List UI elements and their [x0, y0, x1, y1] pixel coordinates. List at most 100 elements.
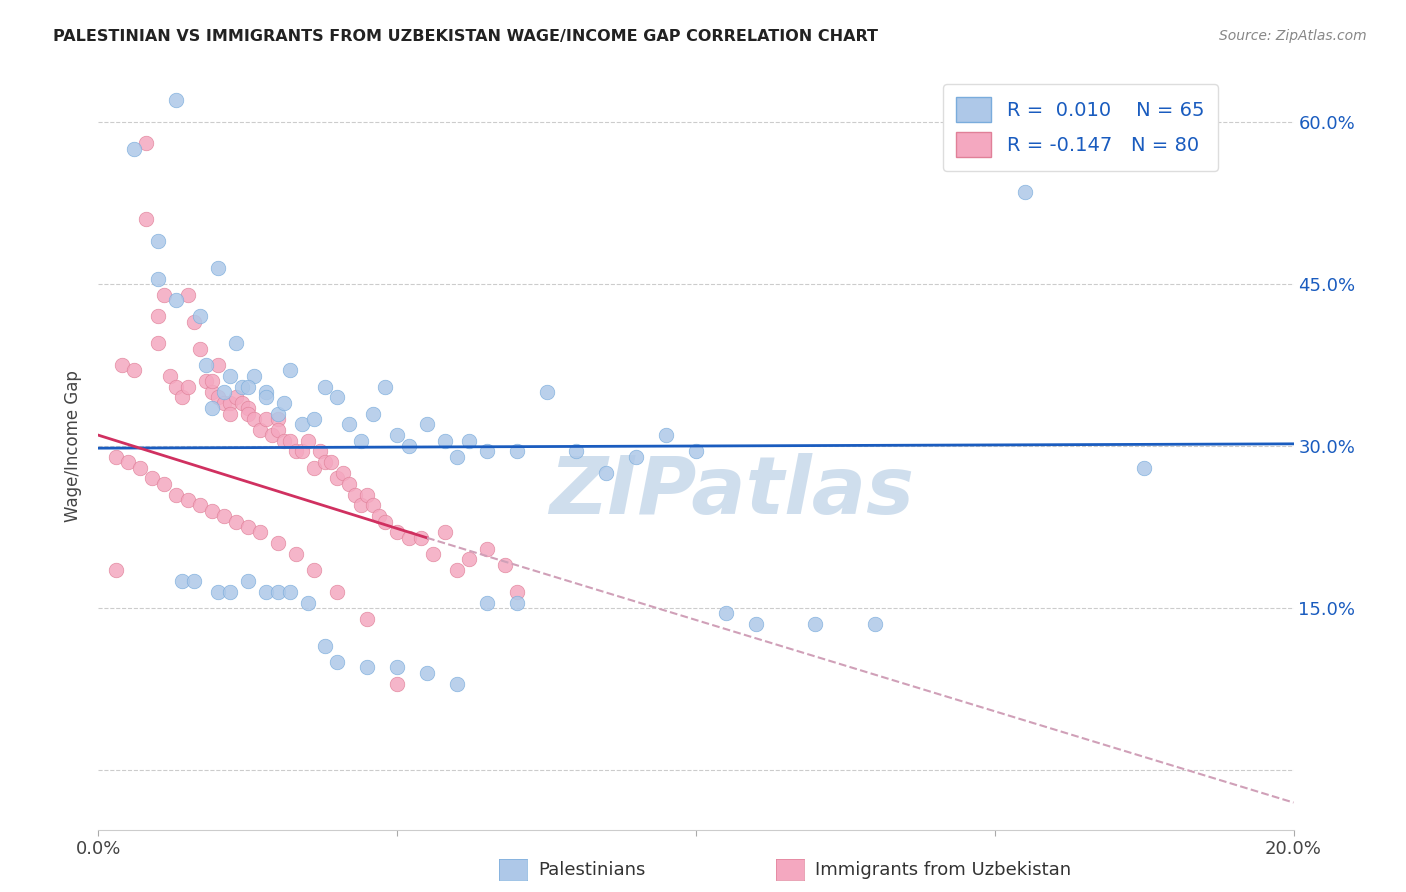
Point: [374, 379, 396, 393]
Point: [254, 585, 277, 599]
Point: [254, 390, 277, 404]
Point: [177, 379, 200, 393]
Point: [411, 531, 433, 545]
Point: [249, 525, 271, 540]
Point: [267, 536, 290, 550]
Point: [188, 499, 211, 513]
Point: [219, 396, 242, 410]
Point: [148, 310, 170, 324]
Y-axis label: Wage/Income Gap: Wage/Income Gap: [65, 370, 83, 522]
Point: [284, 444, 307, 458]
Point: [267, 407, 290, 421]
Point: [422, 547, 444, 561]
Point: [117, 455, 139, 469]
Point: [475, 444, 498, 458]
Point: [416, 417, 439, 432]
Point: [188, 310, 211, 324]
Point: [231, 379, 253, 393]
Point: [177, 287, 200, 301]
Point: [458, 552, 481, 566]
Point: [536, 384, 558, 399]
Point: [225, 336, 247, 351]
Point: [183, 574, 205, 588]
Point: [297, 434, 319, 448]
Point: [595, 466, 617, 480]
Point: [302, 563, 325, 577]
Point: [1014, 185, 1036, 199]
Point: [135, 136, 157, 151]
Point: [374, 515, 396, 529]
Text: ZIPatlas: ZIPatlas: [550, 453, 914, 531]
Point: [172, 574, 194, 588]
Point: [350, 499, 373, 513]
Point: [249, 423, 271, 437]
Point: [506, 585, 529, 599]
Point: [398, 531, 420, 545]
Point: [177, 493, 200, 508]
Point: [260, 428, 283, 442]
Point: [326, 655, 349, 669]
Point: [315, 639, 337, 653]
Point: [356, 612, 378, 626]
Point: [243, 368, 266, 383]
Point: [416, 665, 439, 680]
Point: [315, 455, 337, 469]
Point: [195, 374, 218, 388]
Point: [475, 596, 498, 610]
Point: [207, 390, 229, 404]
Point: [326, 585, 349, 599]
Point: [207, 358, 229, 372]
Point: [626, 450, 648, 464]
Point: [207, 260, 229, 275]
Point: [434, 434, 457, 448]
Point: [165, 379, 187, 393]
Point: [231, 396, 253, 410]
Point: [350, 434, 373, 448]
Point: [475, 541, 498, 556]
Point: [332, 466, 354, 480]
Point: [655, 428, 678, 442]
Legend: R =  0.010    N = 65, R = -0.147   N = 80: R = 0.010 N = 65, R = -0.147 N = 80: [943, 84, 1218, 170]
Point: [385, 428, 409, 442]
Point: [195, 358, 218, 372]
Point: [398, 439, 420, 453]
Point: [291, 444, 314, 458]
Point: [201, 384, 224, 399]
Point: [267, 412, 290, 426]
Point: [129, 460, 152, 475]
Point: [183, 315, 205, 329]
Point: [159, 368, 181, 383]
Point: [278, 585, 301, 599]
Point: [135, 212, 157, 227]
Point: [124, 142, 146, 156]
Point: [148, 336, 170, 351]
Point: [273, 434, 295, 448]
Point: [267, 423, 290, 437]
Point: [165, 293, 187, 307]
Point: [219, 407, 242, 421]
Point: [356, 488, 378, 502]
Point: [153, 287, 176, 301]
Text: PALESTINIAN VS IMMIGRANTS FROM UZBEKISTAN WAGE/INCOME GAP CORRELATION CHART: PALESTINIAN VS IMMIGRANTS FROM UZBEKISTA…: [53, 29, 879, 44]
Point: [219, 368, 242, 383]
Point: [267, 585, 290, 599]
Point: [141, 471, 163, 485]
Point: [225, 515, 247, 529]
Point: [236, 401, 259, 416]
Point: [243, 412, 266, 426]
Point: [446, 676, 468, 690]
Point: [165, 93, 187, 107]
Point: [804, 617, 827, 632]
Point: [434, 525, 457, 540]
Point: [236, 520, 259, 534]
Point: [291, 417, 314, 432]
Point: [153, 476, 176, 491]
Point: [148, 271, 170, 285]
Point: [273, 396, 295, 410]
Point: [302, 412, 325, 426]
Point: [297, 596, 319, 610]
Point: [219, 585, 242, 599]
Point: [165, 488, 187, 502]
Point: [201, 374, 224, 388]
Point: [326, 390, 349, 404]
